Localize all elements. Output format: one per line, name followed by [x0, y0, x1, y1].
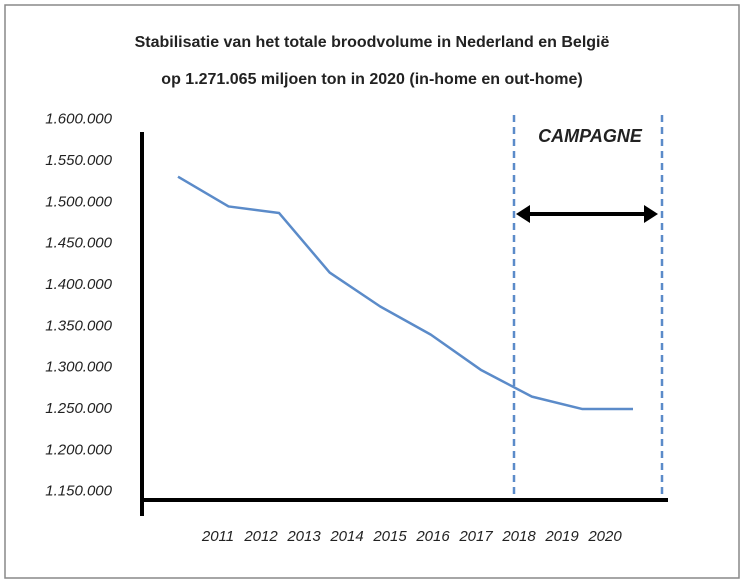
data-line [177, 175, 633, 411]
y-tick-label: 1.150.000 [45, 483, 112, 500]
y-tick-label: 1.450.000 [45, 235, 112, 252]
y-tick-label: 1.500.000 [45, 193, 112, 210]
x-tick-label: 2017 [458, 528, 493, 545]
x-tick-label: 2012 [243, 528, 278, 545]
frame [4, 4, 740, 579]
y-tick-label: 1.250.000 [45, 400, 112, 417]
x-tick-label: 2018 [501, 528, 536, 545]
annotation: CAMPAGNE [538, 126, 643, 146]
y-tick-label: 1.550.000 [45, 152, 112, 169]
y-tick-label: 1.300.000 [45, 359, 112, 376]
x-tick-label: 2016 [415, 528, 450, 545]
x-tick-label: 2019 [544, 528, 579, 545]
x-tick-label: 2011 [201, 528, 234, 545]
chart-subtitle: op 1.271.065 miljoen ton in 2020 (in-hom… [161, 71, 582, 88]
y-tick-label: 1.350.000 [45, 317, 112, 334]
x-tick-label: 2015 [372, 528, 407, 545]
x-tick-label: 2014 [329, 528, 363, 545]
chart-title: Stabilisatie van het totale broodvolume … [135, 34, 610, 51]
x-tick-label: 2013 [286, 528, 321, 545]
y-tick-label: 1.200.000 [45, 441, 112, 458]
arrow-head [644, 205, 658, 223]
y-tick-label: 1.400.000 [45, 276, 112, 293]
y-tick-label: 1.600.000 [45, 111, 112, 128]
arrow-head [516, 205, 530, 223]
x-tick-label: 2020 [587, 528, 622, 545]
